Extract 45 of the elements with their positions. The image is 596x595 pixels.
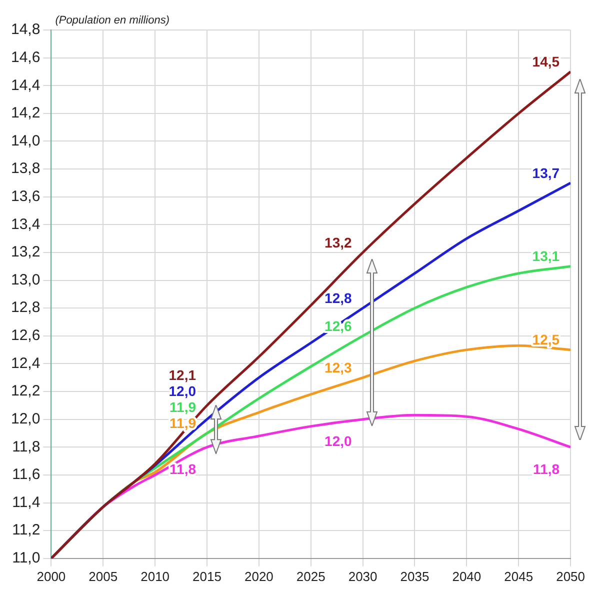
data-label: 13,7	[532, 164, 560, 181]
data-label: 11,8	[170, 461, 196, 478]
y-tick-label: 13,2	[10, 244, 40, 261]
data-label: 13,1	[532, 248, 560, 264]
x-tick-label: 2050	[556, 568, 585, 584]
data-label: 14,5	[532, 54, 560, 70]
x-tick-label: 2000	[36, 568, 66, 584]
x-tick-label: 2015	[192, 568, 222, 584]
y-tick-label: 14,6	[10, 48, 40, 66]
x-tick-label: 2045	[504, 568, 534, 584]
x-tick-label: 2020	[244, 568, 274, 584]
y-tick-label: 13,8	[10, 160, 40, 178]
y-tick-label: 14,0	[10, 132, 40, 150]
y-tick-label: 14,4	[10, 76, 40, 94]
y-tick-label: 13,0	[10, 271, 40, 288]
y-axis-title: (Population en millions)	[55, 14, 170, 27]
data-label: 12,3	[324, 359, 352, 376]
y-tick-label: 14,8	[10, 21, 40, 38]
y-tick-label: 11,6	[12, 466, 40, 484]
y-tick-label: 13,4	[10, 216, 40, 233]
y-tick-label: 11,8	[12, 438, 40, 456]
x-tick-label: 2010	[140, 568, 170, 584]
x-tick-label: 2040	[452, 568, 482, 584]
x-tick-label: 2005	[88, 568, 118, 584]
data-label: 12,0	[168, 383, 196, 400]
y-tick-label: 14,2	[10, 104, 40, 122]
x-tick-label: 2035	[400, 568, 430, 584]
data-label: 11,9	[170, 399, 196, 416]
y-tick-label: 12,6	[10, 327, 40, 344]
data-label: 11,8	[533, 461, 560, 478]
x-tick-label: 2025	[296, 568, 326, 584]
y-tick-label: 12,0	[10, 410, 40, 428]
y-tick-label: 11,0	[12, 550, 40, 567]
x-tick-label: 2030	[348, 568, 378, 584]
y-tick-label: 11,2	[12, 522, 40, 539]
y-tick-label: 13,6	[10, 188, 40, 206]
data-label: 12,1	[168, 367, 196, 384]
data-label: 12,0	[324, 433, 352, 450]
y-tick-label: 12,8	[10, 299, 40, 316]
y-tick-label: 11,4	[12, 494, 40, 511]
data-label: 12,8	[324, 290, 352, 306]
y-tick-label: 12,4	[10, 354, 40, 372]
data-label: 13,2	[324, 234, 352, 250]
y-tick-label: 12,2	[10, 382, 40, 400]
data-label: 12,5	[532, 332, 560, 348]
